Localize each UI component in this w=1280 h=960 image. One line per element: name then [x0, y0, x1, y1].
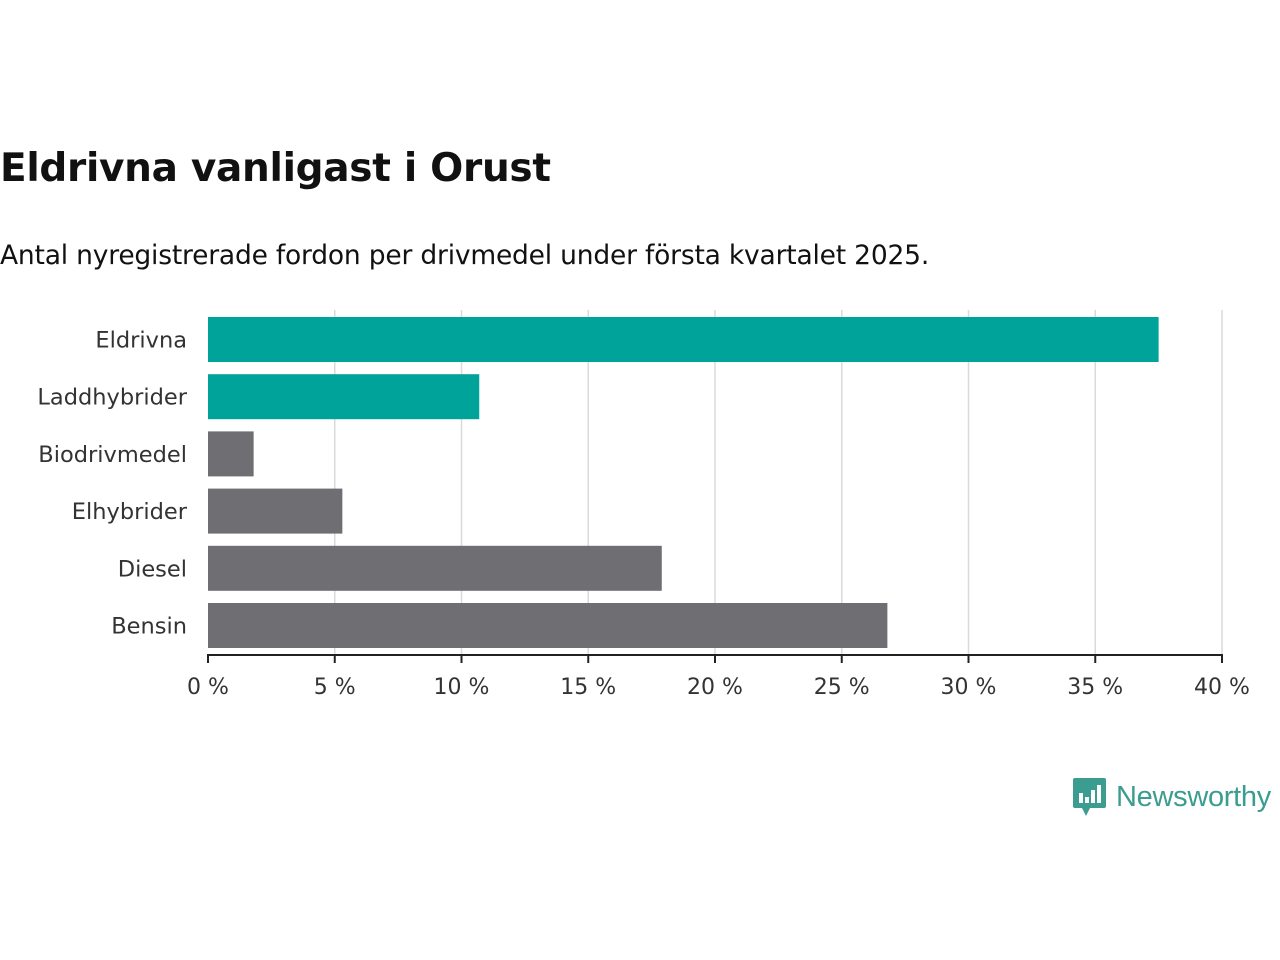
category-label: Elhybrider: [72, 499, 188, 525]
x-axis: 0 % 5 % 10 % 15 % 20 % 25 % 30 % 35 % 40 %: [187, 654, 1250, 700]
bar-biodrivmedel: [208, 431, 254, 477]
category-label: Bensin: [111, 614, 187, 640]
bar-eldrivna: [208, 317, 1159, 362]
brand-name: Newsworthy: [1116, 780, 1271, 813]
x-tick-label: 5 %: [314, 675, 356, 700]
category-label: Biodrivmedel: [38, 442, 187, 468]
bar-laddhybrider: [208, 374, 480, 420]
category-label: Eldrivna: [95, 328, 187, 354]
bars: [208, 317, 1159, 648]
x-tick-label: 10 %: [434, 675, 490, 700]
x-tick-label: 40 %: [1194, 675, 1250, 700]
bar-bensin: [208, 603, 888, 648]
x-tick-label: 0 %: [187, 675, 229, 700]
x-tick-label: 25 %: [814, 675, 870, 700]
category-labels: Eldrivna Laddhybrider Biodrivmedel Elhybrid…: [37, 328, 187, 640]
category-label: Laddhybrider: [37, 385, 187, 411]
chart-title: Eldrivna vanligast i Orust: [0, 146, 551, 191]
gridlines: [334, 310, 1223, 655]
x-tick-label: 20 %: [687, 675, 743, 700]
newsworthy-logo-icon: [1073, 778, 1106, 816]
x-tick-label: 15 %: [560, 675, 616, 700]
x-tick-label: 30 %: [941, 675, 997, 700]
bar-elhybrider: [208, 488, 343, 534]
category-label: Diesel: [118, 556, 187, 582]
newsworthy-logo: Newsworthy: [1072, 776, 1271, 818]
x-tick-label: 35 %: [1067, 675, 1123, 700]
bar-diesel: [208, 545, 662, 591]
chart-subtitle: Antal nyregistrerade fordon per drivmede…: [0, 240, 930, 271]
